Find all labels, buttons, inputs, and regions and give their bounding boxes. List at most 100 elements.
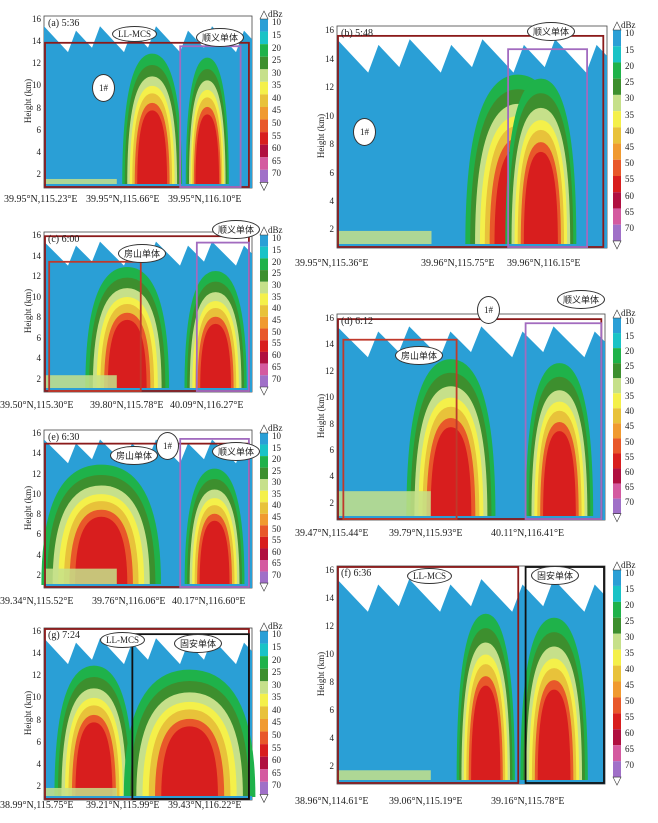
- colorbar-level: 30: [272, 67, 281, 78]
- colorbar-level: 50: [272, 326, 281, 337]
- colorbar: [259, 424, 269, 592]
- colorbar: [259, 226, 269, 396]
- x-tick-label: 39.06°N,115.19°E: [389, 796, 463, 807]
- y-tick-label: 14: [325, 339, 334, 350]
- section-box: [44, 41, 250, 188]
- colorbar-level: 10: [272, 17, 281, 28]
- colorbar-level: 10: [625, 316, 634, 327]
- colorbar-level: 35: [625, 109, 634, 120]
- colorbar-level: 50: [272, 729, 281, 740]
- y-tick-label: 4: [329, 471, 335, 482]
- colorbar-unit: dBz: [268, 621, 283, 632]
- section-box: [524, 322, 603, 520]
- colorbar-level: 45: [272, 315, 281, 326]
- colorbar: [612, 309, 622, 523]
- panel-b: (b) 5:48 Height (km) 16 14 12 10 8 6 4 2 39.95°N,1…: [295, 0, 658, 275]
- colorbar-level: 50: [625, 695, 634, 706]
- colorbar-unit: dBz: [268, 9, 283, 20]
- y-tick-label: 2: [329, 224, 335, 235]
- colorbar-level: 65: [625, 743, 634, 754]
- panel-title: (d) 6:12: [341, 316, 373, 327]
- x-tick-label: 39.96°N,116.15°E: [507, 258, 581, 269]
- colorbar-level: 40: [272, 92, 281, 103]
- panel-a: (a) 5:36 Height (km) 16 14 12 10 8 6 4 2 39.95°N,1…: [0, 0, 290, 212]
- y-tick-label: 10: [32, 692, 41, 703]
- section-box: [337, 566, 520, 784]
- panel-d: (d) 6:12 Height (km) 16 14 12 10 8 6 4 2 39.47°N,1…: [295, 282, 658, 542]
- colorbar-level: 55: [272, 130, 281, 141]
- y-tick-label: 14: [325, 593, 334, 604]
- colorbar-level: 50: [272, 117, 281, 128]
- colorbar-level: 40: [625, 663, 634, 674]
- colorbar-level: 10: [272, 431, 281, 442]
- y-tick-label: 12: [32, 58, 41, 69]
- colorbar-unit: dBz: [621, 308, 636, 319]
- cell-annotation: 1#: [92, 74, 115, 102]
- y-tick-label: 16: [325, 565, 334, 576]
- colorbar-level: 40: [272, 303, 281, 314]
- y-tick-label: 4: [36, 146, 42, 157]
- colorbar-level: 40: [272, 704, 281, 715]
- colorbar-level: 70: [272, 569, 281, 580]
- colorbar-level: 65: [272, 361, 281, 372]
- colorbar-level: 60: [272, 350, 281, 361]
- y-tick-label: 4: [36, 353, 42, 364]
- y-tick-label: 8: [36, 714, 42, 725]
- colorbar-level: 25: [625, 361, 634, 372]
- panel-title: (e) 6:30: [48, 432, 80, 443]
- y-tick-label: 12: [325, 82, 334, 93]
- colorbar-level: 10: [625, 28, 634, 39]
- y-tick-label: 16: [32, 230, 41, 241]
- panel-title: (c) 6:00: [48, 234, 80, 245]
- colorbar-level: 35: [625, 648, 634, 658]
- colorbar-level: 70: [272, 168, 281, 179]
- x-tick-label: 39.21°N,115.99°E: [86, 800, 160, 811]
- colorbar-level: 45: [272, 717, 281, 728]
- colorbar-level: 20: [272, 256, 281, 267]
- colorbar-level: 40: [625, 406, 634, 417]
- panel-e: (e) 6:30 Height (km) 16 14 12 10 8 6 4 2 39.34°N,1…: [0, 416, 290, 614]
- colorbar-level: 65: [272, 767, 281, 778]
- colorbar-unit: dBz: [268, 225, 283, 236]
- colorbar-level: 70: [625, 496, 634, 507]
- radar-reflectivity-plot: [336, 313, 606, 521]
- colorbar-level: 15: [625, 584, 634, 595]
- cell-annotation: 固安单体: [531, 566, 580, 585]
- y-tick-label: 12: [32, 271, 41, 282]
- y-tick-label: 12: [32, 670, 41, 681]
- colorbar-level: 10: [272, 629, 281, 640]
- colorbar-level: 15: [272, 642, 281, 652]
- radar-reflectivity-plot: [43, 627, 256, 801]
- y-tick-label: 10: [32, 291, 41, 302]
- y-tick-label: 6: [36, 736, 42, 747]
- cell-annotation: LL-MCS: [407, 568, 453, 584]
- y-tick-label: 14: [32, 250, 41, 261]
- colorbar-level: 25: [625, 616, 634, 627]
- cell-annotation: 顺义单体: [527, 22, 576, 41]
- colorbar-level: 55: [625, 711, 634, 722]
- colorbar-level: 45: [272, 511, 281, 522]
- y-tick-label: 10: [32, 488, 41, 499]
- x-tick-label: 39.79°N,115.93°E: [389, 528, 463, 539]
- colorbar-level: 35: [625, 391, 634, 402]
- y-tick-label: 4: [36, 549, 42, 560]
- x-tick-label: 39.16°N,115.78°E: [491, 796, 565, 807]
- colorbar-level: 70: [272, 780, 281, 791]
- colorbar-level: 50: [272, 523, 281, 534]
- y-tick-label: 12: [32, 468, 41, 479]
- panel-title: (b) 5:48: [341, 28, 373, 39]
- cell-annotation: 房山单体: [118, 244, 167, 263]
- x-tick-label: 39.95°N,115.23°E: [4, 194, 78, 205]
- colorbar-level: 60: [272, 755, 281, 766]
- x-tick-label: 40.17°N,116.60°E: [172, 596, 246, 607]
- colorbar-level: 45: [625, 421, 634, 432]
- colorbar-level: 25: [272, 268, 281, 279]
- y-tick-label: 4: [329, 195, 335, 206]
- panel-g: (g) 7:24 Height (km) 16 14 12 10 8 6 4 2 38.99°N,1…: [0, 616, 290, 823]
- colorbar-level: 35: [272, 692, 281, 703]
- cell-annotation: LL-MCS: [100, 632, 146, 648]
- colorbar-level: 60: [272, 143, 281, 154]
- y-tick-label: 2: [36, 168, 42, 179]
- colorbar-level: 70: [625, 223, 634, 234]
- colorbar-level: 70: [625, 759, 634, 770]
